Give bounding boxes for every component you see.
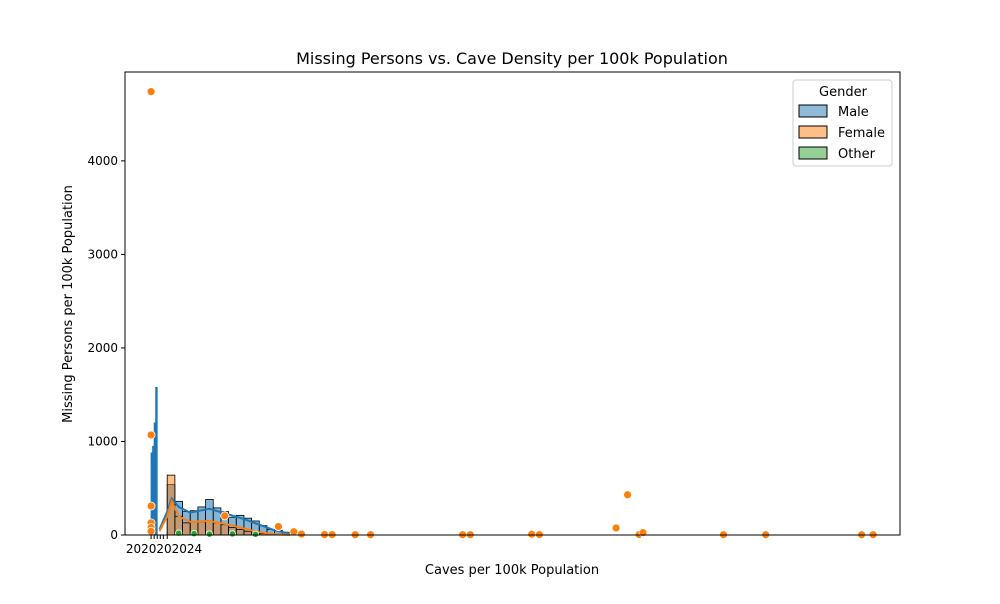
scatter-point-other: [251, 530, 260, 538]
scatter-point-female: [146, 430, 156, 440]
scatter-point-female: [146, 87, 156, 97]
plot-area: [146, 87, 878, 540]
kde-line-female: [158, 498, 291, 536]
legend-label-female: Female: [838, 126, 885, 141]
legend: Gender Male Female Other: [792, 79, 893, 167]
scatter-point-other: [205, 530, 214, 538]
y-axis: 0 1000 2000 3000 4000: [87, 154, 168, 542]
scatter-point-female: [274, 522, 283, 531]
legend-swatch-male: [798, 104, 828, 118]
scatter-point-other: [190, 529, 198, 538]
legend-frame: [792, 79, 893, 167]
x-axis-label: Caves per 100k Population: [425, 563, 599, 578]
bar-female: [197, 521, 206, 536]
chart-title: Missing Persons vs. Cave Density per 100…: [296, 49, 728, 68]
scatter-point-female: [623, 490, 632, 500]
y-tick-label: 4000: [87, 154, 118, 168]
scatter-point-female: [146, 526, 156, 536]
y-tick-label: 1000: [87, 434, 118, 448]
y-tick-label: 0: [110, 528, 118, 542]
legend-label-male: Male: [838, 105, 869, 120]
y-tick-label: 3000: [87, 247, 118, 261]
scatter-point-female: [297, 529, 306, 539]
bar-female: [182, 522, 191, 536]
bar-female: [212, 522, 222, 536]
legend-swatch-female: [798, 125, 828, 139]
legend-label-other: Other: [838, 147, 876, 162]
scatter-point-female: [611, 523, 621, 533]
legend-title: Gender: [819, 85, 868, 100]
x-tick-labels: 2020202024: [126, 542, 202, 556]
bar-male: [155, 386, 158, 536]
scatter-point-other: [228, 530, 237, 538]
y-axis-label: Missing Persons per 100k Population: [61, 185, 76, 423]
bar-female: [235, 528, 245, 536]
legend-swatch-other: [798, 146, 828, 160]
y-tick-label: 2000: [87, 341, 118, 355]
axes-frame: [124, 71, 901, 536]
scatter-point-female: [146, 501, 156, 511]
scatter-point-female: [527, 529, 537, 539]
bar-female: [243, 530, 253, 536]
scatter-point-female: [220, 511, 230, 521]
bar-female: [220, 524, 229, 536]
